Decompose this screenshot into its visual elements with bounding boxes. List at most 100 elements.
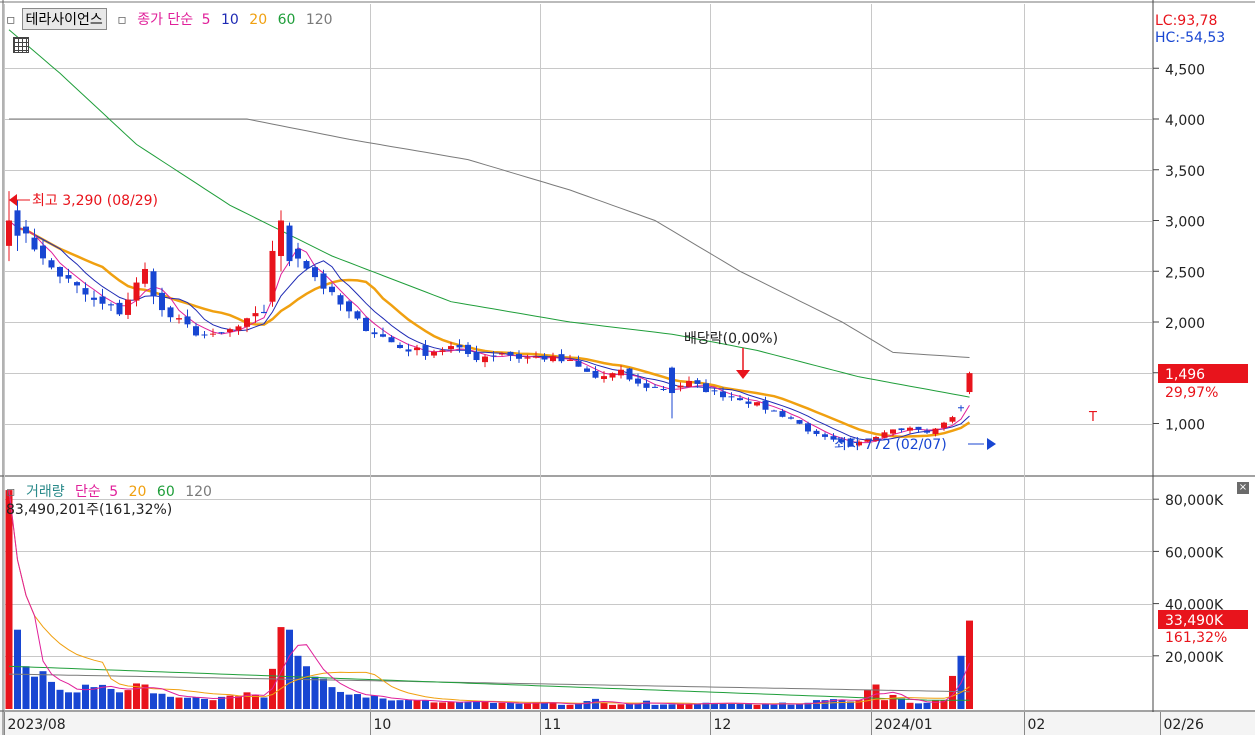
volume-bar[interactable]: [558, 704, 565, 709]
volume-bar[interactable]: [252, 695, 259, 709]
candle[interactable]: [813, 429, 820, 437]
candle[interactable]: [839, 436, 845, 443]
candle[interactable]: [728, 392, 735, 401]
volume-bar[interactable]: [192, 697, 200, 709]
volume-bar[interactable]: [906, 702, 914, 709]
close-icon[interactable]: ×: [1237, 482, 1249, 494]
candle[interactable]: [524, 354, 531, 364]
volume-bar[interactable]: [56, 689, 64, 709]
candle[interactable]: [490, 351, 497, 362]
candle[interactable]: [14, 200, 21, 251]
volume-bar[interactable]: [209, 700, 217, 709]
volume-bar[interactable]: [150, 693, 157, 709]
candle[interactable]: [898, 428, 905, 433]
candle[interactable]: [805, 421, 811, 435]
candle[interactable]: [269, 240, 276, 307]
volume-bar[interactable]: [745, 703, 752, 709]
volume-bar[interactable]: [889, 694, 897, 709]
volume-bar[interactable]: [634, 702, 642, 709]
volume-bar[interactable]: [932, 700, 939, 709]
volume-bar[interactable]: [320, 678, 327, 709]
volume-bar[interactable]: [481, 701, 489, 709]
candle[interactable]: [745, 397, 752, 408]
candle[interactable]: [193, 323, 199, 337]
volume-bar[interactable]: [235, 696, 242, 709]
volume-bar[interactable]: [447, 701, 455, 709]
volume-bar[interactable]: [22, 666, 30, 709]
volume-bar[interactable]: [439, 702, 446, 709]
candle[interactable]: [142, 262, 148, 288]
volume-bar[interactable]: [626, 703, 633, 709]
volume-bar[interactable]: [532, 702, 540, 709]
candle[interactable]: [507, 351, 514, 361]
volume-bar[interactable]: [388, 700, 395, 709]
volume-bar[interactable]: [592, 698, 599, 709]
volume-bar[interactable]: [507, 702, 514, 709]
volume-bar[interactable]: [167, 696, 174, 709]
candle[interactable]: [133, 277, 140, 307]
volume-bar[interactable]: [14, 629, 21, 709]
volume-bar[interactable]: [677, 703, 684, 709]
volume-bar[interactable]: [158, 693, 166, 709]
candle[interactable]: [388, 335, 395, 343]
volume-bar[interactable]: [379, 698, 387, 709]
candle[interactable]: [618, 365, 624, 379]
candle[interactable]: [295, 242, 301, 268]
volume-bar[interactable]: [133, 683, 140, 709]
candle[interactable]: [397, 342, 403, 349]
candle[interactable]: [482, 354, 488, 368]
candle[interactable]: [346, 300, 352, 319]
candle[interactable]: [184, 309, 191, 328]
volume-bar[interactable]: [796, 704, 803, 709]
candle[interactable]: [635, 373, 641, 387]
volume-bar[interactable]: [923, 702, 931, 709]
volume-bar[interactable]: [660, 704, 667, 709]
candle[interactable]: [448, 341, 454, 354]
volume-bar[interactable]: [694, 703, 701, 709]
volume-bar[interactable]: [337, 691, 344, 709]
candle[interactable]: [252, 306, 259, 323]
candle[interactable]: [609, 372, 616, 381]
volume-bar[interactable]: [711, 702, 718, 709]
volume-bar[interactable]: [226, 695, 234, 709]
candle[interactable]: [82, 282, 89, 302]
candle[interactable]: [592, 366, 599, 379]
volume-bar[interactable]: [311, 676, 319, 709]
candle[interactable]: [354, 310, 361, 321]
volume-bar[interactable]: [464, 701, 472, 709]
volume-bar[interactable]: [864, 689, 871, 709]
volume-bar[interactable]: [107, 688, 115, 709]
calendar-icon[interactable]: [13, 37, 29, 53]
candle[interactable]: [796, 419, 803, 425]
candle[interactable]: [516, 350, 522, 363]
volume-bar[interactable]: [515, 703, 523, 709]
volume-bar[interactable]: [787, 704, 795, 709]
volume-bar[interactable]: [422, 700, 429, 709]
candle[interactable]: [23, 219, 29, 243]
volume-bar[interactable]: [872, 684, 880, 709]
candle[interactable]: [261, 304, 267, 314]
volume-bar[interactable]: [583, 701, 591, 709]
candle[interactable]: [312, 264, 318, 282]
volume-bar[interactable]: [90, 687, 98, 709]
volume-bar[interactable]: [770, 704, 778, 709]
volume-bar[interactable]: [881, 700, 888, 709]
candle[interactable]: [822, 432, 828, 440]
candle[interactable]: [643, 379, 650, 392]
volume-bar[interactable]: [31, 676, 38, 709]
candle[interactable]: [873, 435, 879, 442]
candle[interactable]: [762, 396, 769, 414]
candle[interactable]: [227, 327, 233, 337]
volume-bar[interactable]: [915, 703, 922, 709]
volume-bar[interactable]: [736, 703, 744, 709]
volume-bar[interactable]: [813, 700, 820, 709]
candle[interactable]: [626, 367, 633, 382]
volume-bar[interactable]: [600, 702, 608, 709]
volume-bar[interactable]: [345, 694, 353, 709]
candle[interactable]: [363, 316, 369, 332]
candle[interactable]: [575, 355, 582, 367]
candle[interactable]: [422, 340, 429, 360]
symbol-button[interactable]: 테라사이언스: [21, 8, 107, 30]
candle[interactable]: [788, 415, 794, 420]
